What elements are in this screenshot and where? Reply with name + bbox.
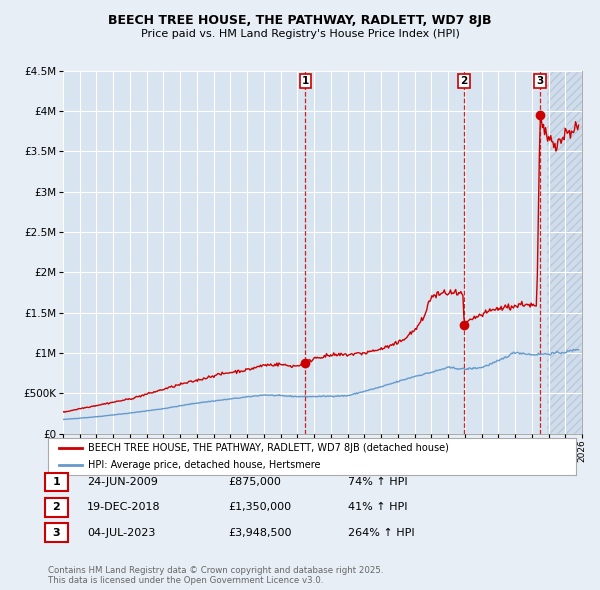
Text: 3: 3	[536, 76, 544, 86]
Bar	[547, 71, 582, 434]
Text: BEECH TREE HOUSE, THE PATHWAY, RADLETT, WD7 8JB: BEECH TREE HOUSE, THE PATHWAY, RADLETT, …	[108, 14, 492, 27]
Text: Contains HM Land Registry data © Crown copyright and database right 2025.
This d: Contains HM Land Registry data © Crown c…	[48, 566, 383, 585]
Text: 1: 1	[53, 477, 60, 487]
Text: 04-JUL-2023: 04-JUL-2023	[87, 528, 155, 537]
Text: 2: 2	[461, 76, 468, 86]
Text: BEECH TREE HOUSE, THE PATHWAY, RADLETT, WD7 8JB (detached house): BEECH TREE HOUSE, THE PATHWAY, RADLETT, …	[88, 443, 448, 453]
Text: £3,948,500: £3,948,500	[228, 528, 292, 537]
Text: 41% ↑ HPI: 41% ↑ HPI	[348, 503, 407, 512]
Text: 1: 1	[302, 76, 309, 86]
Text: 3: 3	[53, 528, 60, 537]
Text: HPI: Average price, detached house, Hertsmere: HPI: Average price, detached house, Hert…	[88, 460, 320, 470]
Text: £875,000: £875,000	[228, 477, 281, 487]
Text: 24-JUN-2009: 24-JUN-2009	[87, 477, 158, 487]
Text: 19-DEC-2018: 19-DEC-2018	[87, 503, 161, 512]
Text: 2: 2	[53, 503, 60, 512]
Text: 74% ↑ HPI: 74% ↑ HPI	[348, 477, 407, 487]
Text: 264% ↑ HPI: 264% ↑ HPI	[348, 528, 415, 537]
Text: £1,350,000: £1,350,000	[228, 503, 291, 512]
Text: Price paid vs. HM Land Registry's House Price Index (HPI): Price paid vs. HM Land Registry's House …	[140, 30, 460, 39]
